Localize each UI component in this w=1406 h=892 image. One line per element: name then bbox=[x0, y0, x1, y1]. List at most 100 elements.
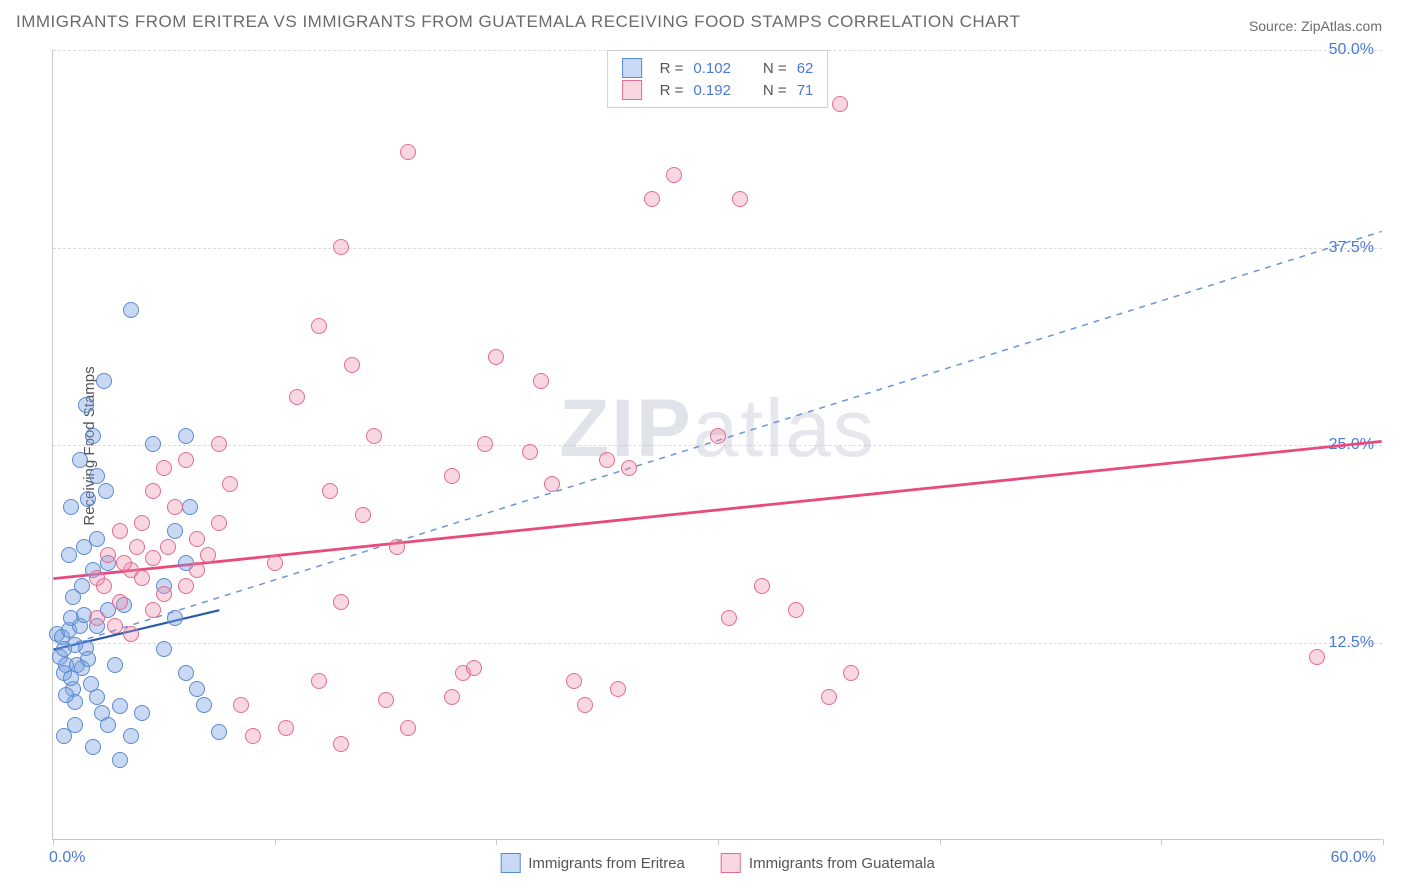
gridline bbox=[53, 445, 1382, 446]
scatter-point bbox=[333, 239, 349, 255]
scatter-point bbox=[80, 651, 96, 667]
scatter-point bbox=[444, 689, 460, 705]
scatter-point bbox=[78, 397, 94, 413]
series-name: Immigrants from Eritrea bbox=[528, 855, 685, 872]
correlation-legend: R = 0.102 N = 62 R = 0.192 N = 71 bbox=[607, 50, 829, 108]
scatter-point bbox=[107, 618, 123, 634]
scatter-point bbox=[222, 476, 238, 492]
scatter-point bbox=[112, 698, 128, 714]
scatter-point bbox=[167, 610, 183, 626]
series-legend-item: Immigrants from Eritrea bbox=[500, 853, 685, 873]
scatter-point bbox=[112, 523, 128, 539]
scatter-point bbox=[245, 728, 261, 744]
x-min-label: 0.0% bbox=[49, 849, 85, 867]
scatter-point bbox=[123, 728, 139, 744]
scatter-point bbox=[89, 468, 105, 484]
scatter-point bbox=[610, 681, 626, 697]
scatter-point bbox=[129, 539, 145, 555]
x-tick-mark bbox=[496, 839, 497, 845]
scatter-point bbox=[67, 717, 83, 733]
scatter-point bbox=[477, 436, 493, 452]
legend-swatch bbox=[622, 58, 642, 78]
scatter-point bbox=[721, 610, 737, 626]
scatter-point bbox=[74, 578, 90, 594]
gridline bbox=[53, 643, 1382, 644]
scatter-point bbox=[400, 144, 416, 160]
scatter-point bbox=[311, 318, 327, 334]
scatter-point bbox=[58, 687, 74, 703]
scatter-point bbox=[178, 578, 194, 594]
scatter-point bbox=[123, 302, 139, 318]
scatter-point bbox=[156, 641, 172, 657]
scatter-point bbox=[378, 692, 394, 708]
scatter-point bbox=[389, 539, 405, 555]
correlation-legend-row: R = 0.192 N = 71 bbox=[622, 80, 814, 100]
x-tick-mark bbox=[53, 839, 54, 845]
scatter-point bbox=[355, 507, 371, 523]
scatter-point bbox=[843, 665, 859, 681]
scatter-point bbox=[666, 167, 682, 183]
scatter-point bbox=[85, 428, 101, 444]
scatter-point bbox=[344, 357, 360, 373]
x-tick-mark bbox=[275, 839, 276, 845]
scatter-point bbox=[466, 660, 482, 676]
scatter-point bbox=[156, 586, 172, 602]
scatter-point bbox=[80, 491, 96, 507]
legend-swatch bbox=[721, 853, 741, 873]
scatter-point bbox=[61, 547, 77, 563]
scatter-point bbox=[211, 436, 227, 452]
series-legend: Immigrants from Eritrea Immigrants from … bbox=[500, 853, 935, 873]
series-legend-item: Immigrants from Guatemala bbox=[721, 853, 935, 873]
scatter-point bbox=[488, 349, 504, 365]
scatter-point bbox=[522, 444, 538, 460]
scatter-point bbox=[196, 697, 212, 713]
scatter-point bbox=[322, 483, 338, 499]
scatter-point bbox=[72, 452, 88, 468]
scatter-point bbox=[621, 460, 637, 476]
scatter-point bbox=[754, 578, 770, 594]
scatter-point bbox=[100, 717, 116, 733]
scatter-point bbox=[289, 389, 305, 405]
scatter-point bbox=[145, 483, 161, 499]
n-value: 62 bbox=[797, 60, 814, 77]
r-label: R = bbox=[660, 82, 684, 99]
scatter-point bbox=[98, 483, 114, 499]
legend-swatch bbox=[500, 853, 520, 873]
scatter-point bbox=[366, 428, 382, 444]
n-label: N = bbox=[763, 82, 787, 99]
scatter-point bbox=[788, 602, 804, 618]
x-tick-mark bbox=[718, 839, 719, 845]
scatter-point bbox=[577, 697, 593, 713]
scatter-point bbox=[278, 720, 294, 736]
scatter-point bbox=[145, 436, 161, 452]
scatter-point bbox=[112, 752, 128, 768]
scatter-point bbox=[200, 547, 216, 563]
x-tick-mark bbox=[940, 839, 941, 845]
scatter-point bbox=[533, 373, 549, 389]
gridline bbox=[53, 248, 1382, 249]
chart-title: IMMIGRANTS FROM ERITREA VS IMMIGRANTS FR… bbox=[16, 12, 1020, 32]
scatter-point bbox=[189, 562, 205, 578]
scatter-point bbox=[1309, 649, 1325, 665]
scatter-point bbox=[211, 724, 227, 740]
scatter-point bbox=[566, 673, 582, 689]
x-tick-mark bbox=[1383, 839, 1384, 845]
scatter-point bbox=[160, 539, 176, 555]
scatter-point bbox=[167, 523, 183, 539]
y-tick-label: 50.0% bbox=[1329, 41, 1374, 59]
r-label: R = bbox=[660, 60, 684, 77]
scatter-point bbox=[821, 689, 837, 705]
scatter-point bbox=[333, 736, 349, 752]
scatter-point bbox=[89, 531, 105, 547]
scatter-point bbox=[96, 578, 112, 594]
x-max-label: 60.0% bbox=[1331, 849, 1376, 867]
scatter-point bbox=[233, 697, 249, 713]
scatter-point bbox=[145, 602, 161, 618]
scatter-point bbox=[599, 452, 615, 468]
scatter-point bbox=[89, 610, 105, 626]
scatter-point bbox=[178, 428, 194, 444]
scatter-point bbox=[189, 531, 205, 547]
scatter-point bbox=[116, 555, 132, 571]
x-tick-mark bbox=[1161, 839, 1162, 845]
r-value: 0.102 bbox=[693, 60, 731, 77]
